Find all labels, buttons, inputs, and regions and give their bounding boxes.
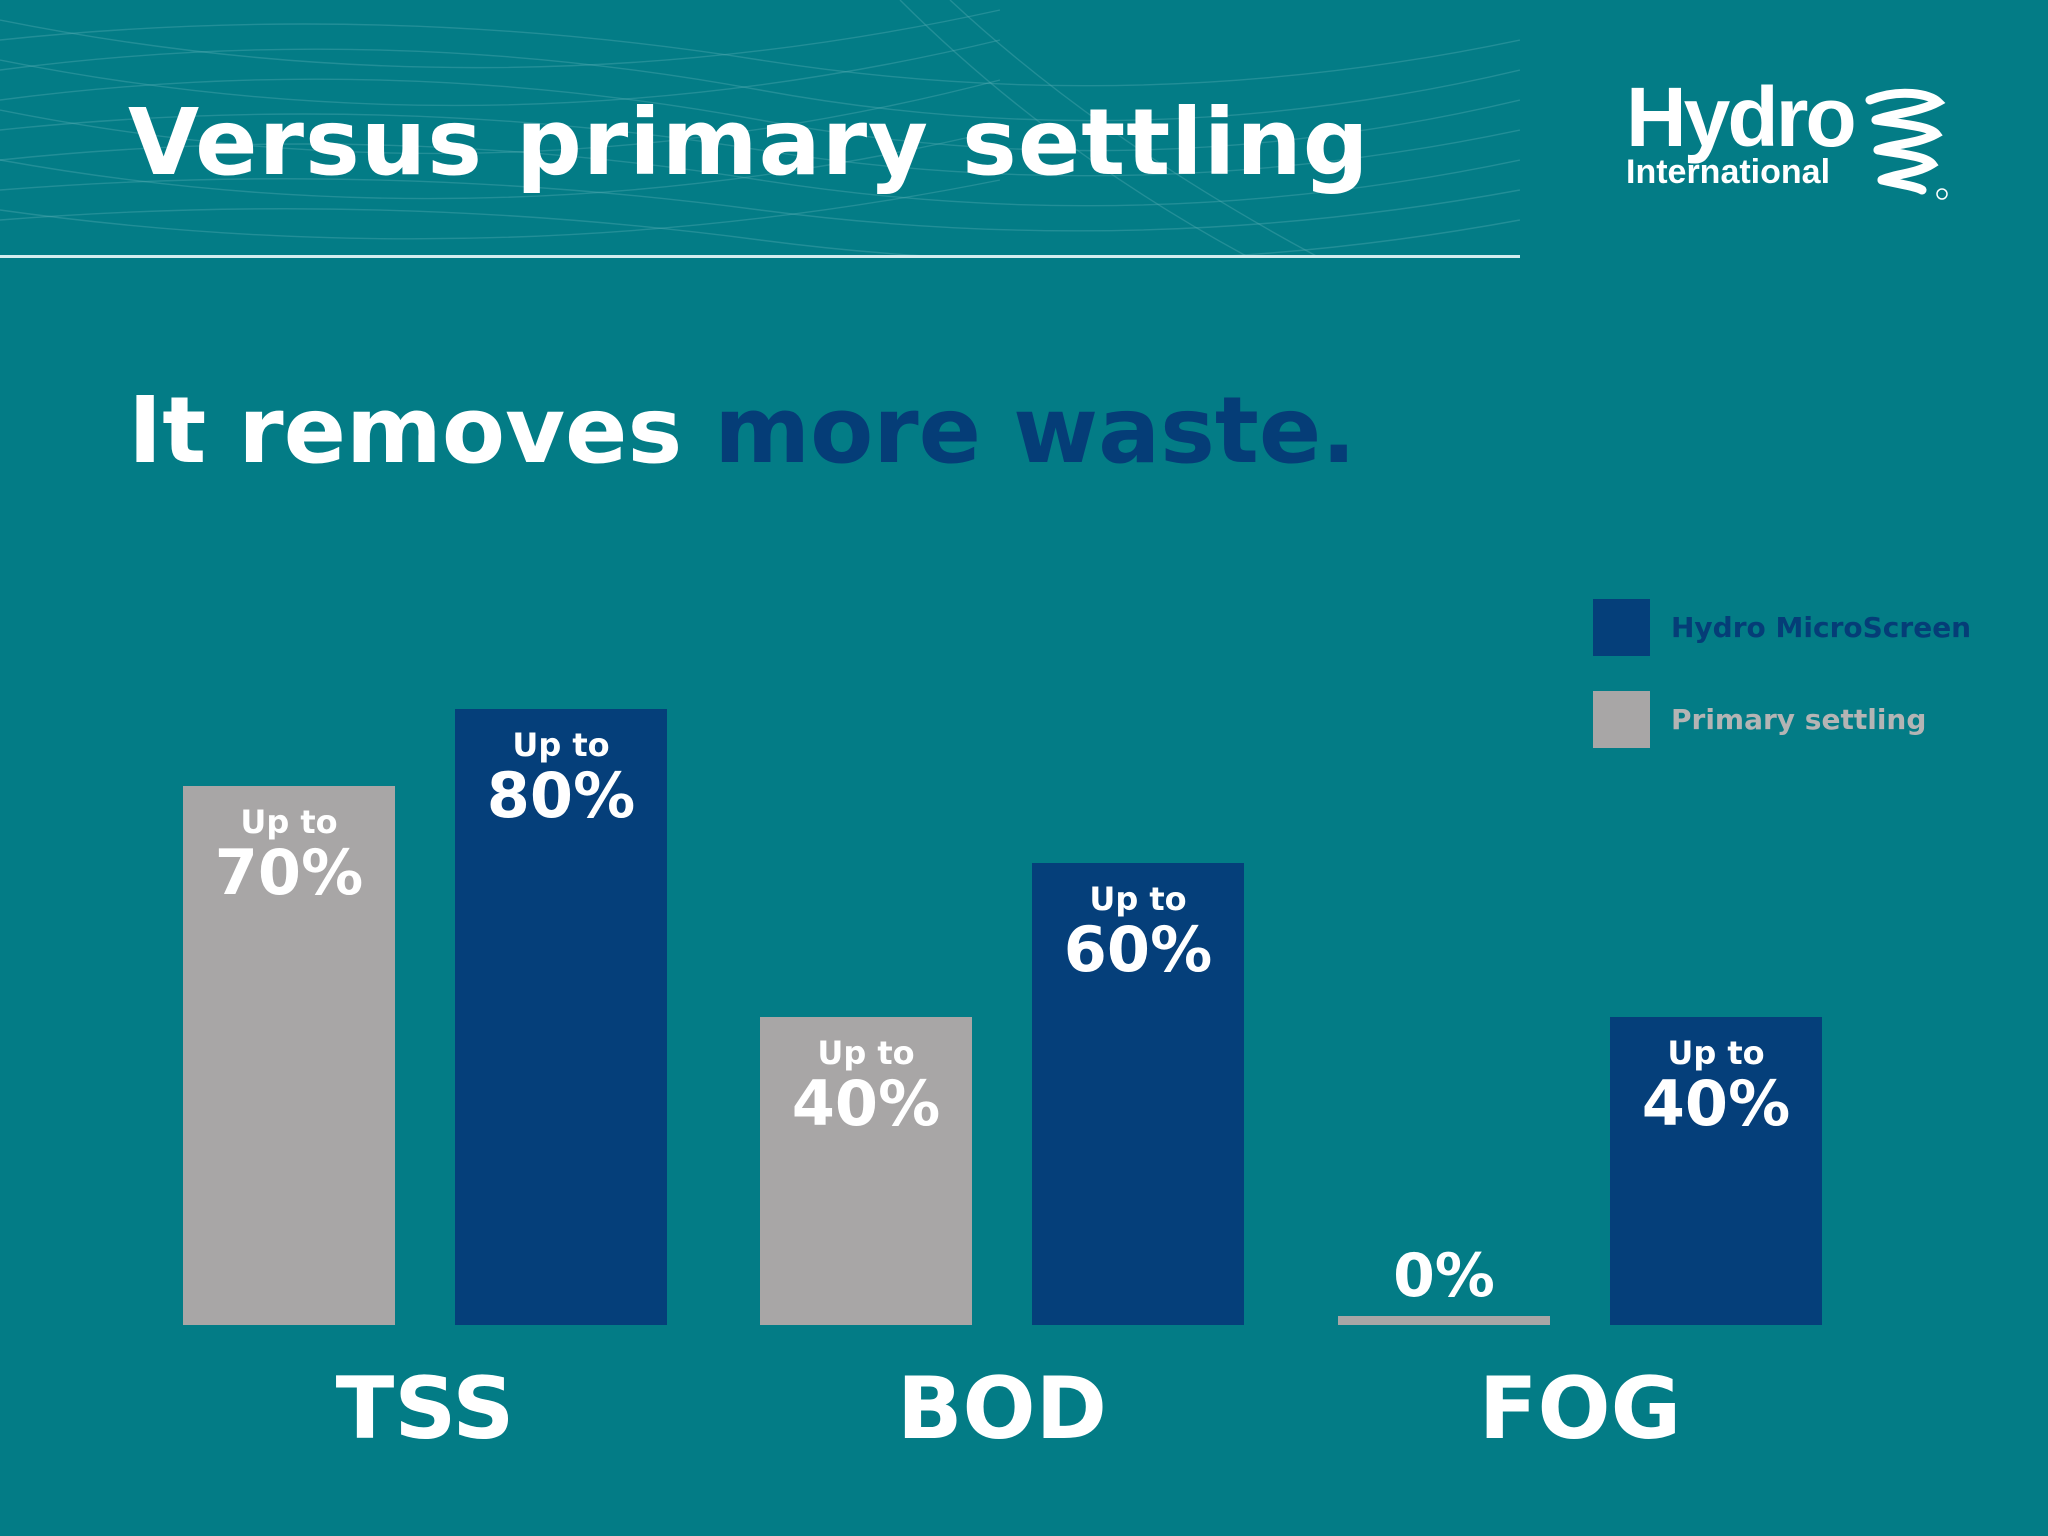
value-label-microscreen-fog: 40% (1642, 1067, 1790, 1140)
legend-swatch-microscreen (1593, 599, 1650, 656)
header-divider (0, 255, 1520, 258)
prefix-label-microscreen-bod: Up to (1089, 880, 1186, 918)
value-label-primary-tss: 70% (215, 836, 363, 909)
bar-primary-bod (760, 1017, 972, 1325)
bar-primary-tss (183, 786, 395, 1325)
prefix-label-primary-tss: Up to (240, 803, 337, 841)
value-label-microscreen-tss: 80% (487, 759, 635, 832)
bar-microscreen-bod (1032, 863, 1244, 1325)
value-label-microscreen-bod: 60% (1064, 913, 1212, 986)
subtitle-lead: It removes (128, 377, 715, 484)
bar-microscreen-fog (1610, 1017, 1822, 1325)
subtitle-accent: more waste. (714, 377, 1357, 484)
category-label-tss: TSS (336, 1359, 515, 1459)
hydro-international-logo: Hydro International (1620, 72, 1950, 202)
legend-label-primary: Primary settling (1671, 703, 1927, 736)
slide-title: Versus primary settling (128, 89, 1370, 196)
prefix-label-microscreen-fog: Up to (1667, 1034, 1764, 1072)
bar-microscreen-tss (455, 709, 667, 1325)
legend-label-microscreen: Hydro MicroScreen (1671, 611, 1972, 644)
value-label-primary-fog: 0% (1393, 1241, 1495, 1311)
value-label-primary-bod: 40% (792, 1067, 940, 1140)
prefix-label-primary-bod: Up to (817, 1034, 914, 1072)
logo-subtext: International (1626, 153, 1831, 191)
prefix-label-microscreen-tss: Up to (512, 726, 609, 764)
header-wave-pattern (0, 0, 1520, 258)
logo-wordmark: Hydro (1626, 70, 1857, 164)
category-label-fog: FOG (1479, 1359, 1681, 1459)
bar-primary-fog (1338, 1316, 1550, 1325)
logo-swirl-icon (1865, 88, 1948, 200)
category-label-bod: BOD (897, 1359, 1107, 1459)
slide-subtitle: It removes more waste. (128, 376, 1356, 486)
legend-swatch-primary (1593, 691, 1650, 748)
